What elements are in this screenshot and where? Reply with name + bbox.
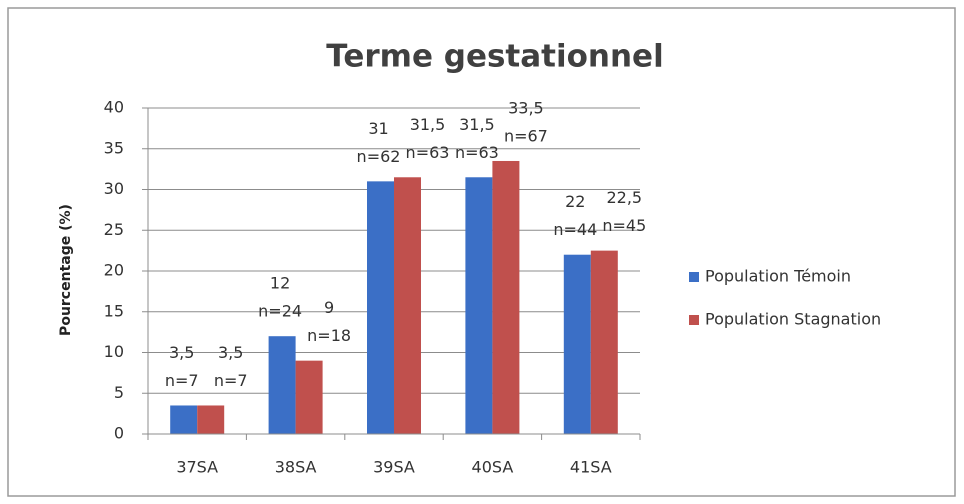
y-tick-label: 35 [104,138,124,157]
data-label-n: n=67 [504,126,548,145]
data-label-n: n=63 [455,143,499,162]
x-tick-label: 40SA [472,458,514,477]
bar [563,254,591,434]
bar [465,177,493,434]
bar [268,336,296,434]
bar [394,177,421,434]
data-label: 31,5 [459,115,495,134]
data-label-n: n=7 [165,371,199,390]
legend-label: Population Témoin [705,267,851,286]
legend-swatch [689,272,699,282]
y-tick-label: 25 [104,220,124,239]
x-tick-label: 38SA [275,458,317,477]
y-axis-label: Pourcentage (%) [58,204,74,336]
data-label-n: n=62 [357,147,401,166]
bar [295,360,323,434]
legend-swatch [689,315,699,325]
data-label: 12 [270,274,290,293]
x-tick-label: 41SA [570,458,612,477]
chart-title: Terme gestationnel [326,39,663,75]
x-tick-label: 39SA [373,458,415,477]
y-tick-label: 5 [114,383,124,402]
legend-label: Population Stagnation [705,310,881,329]
data-label: 22,5 [606,188,642,207]
bar [170,405,198,434]
data-label: 31 [368,119,388,138]
data-label-n: n=44 [553,220,597,239]
bar [492,160,520,434]
bar [197,405,225,434]
y-tick-label: 15 [104,301,124,320]
bar [367,181,394,434]
y-tick-label: 30 [104,179,124,198]
data-label: 3,5 [218,343,243,362]
y-tick-label: 0 [114,424,124,443]
data-label-n: n=45 [602,216,646,235]
data-label-n: n=7 [214,371,248,390]
y-tick-label: 20 [104,261,124,280]
y-tick-label: 40 [104,98,124,117]
data-label: 3,5 [169,343,194,362]
data-label: 22 [565,192,585,211]
y-tick-label: 10 [104,342,124,361]
data-label: 9 [324,298,334,317]
x-tick-label: 37SA [176,458,218,477]
bar [590,250,618,434]
data-label-n: n=63 [406,143,450,162]
data-label: 31,5 [410,115,446,134]
data-label: 33,5 [508,98,544,117]
data-label-n: n=18 [307,326,351,345]
data-label-n: n=24 [258,302,302,321]
